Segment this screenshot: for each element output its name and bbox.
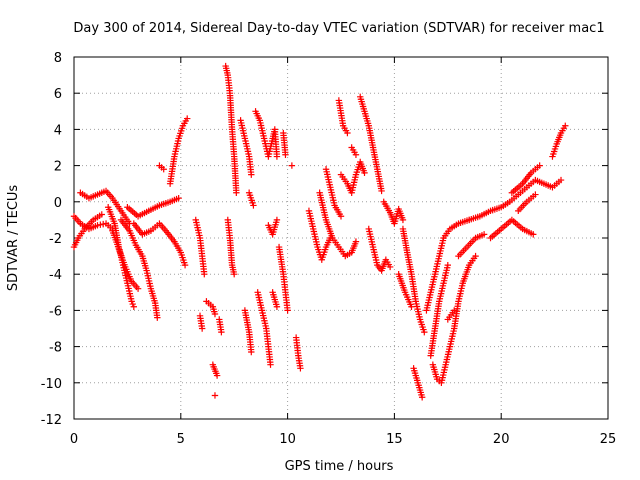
data-point xyxy=(99,220,107,228)
data-point xyxy=(480,231,488,238)
data-point xyxy=(211,392,219,399)
data-point xyxy=(352,151,360,158)
data-point xyxy=(98,211,105,218)
data-point xyxy=(386,263,394,271)
y-tick-labels: -12 -10 -8 -6 -4 -2 0 2 4 6 8 xyxy=(41,51,62,428)
y-tick-label: -4 xyxy=(49,268,62,283)
x-tick-label: 25 xyxy=(600,432,617,447)
data-point xyxy=(532,191,539,198)
data-point xyxy=(233,189,240,196)
y-tick-label: -8 xyxy=(49,341,62,356)
x-tick-label: 20 xyxy=(493,432,510,447)
y-tick-label: -2 xyxy=(49,232,62,247)
y-tick-label: 4 xyxy=(54,123,62,138)
y-tick-label: -6 xyxy=(49,304,62,319)
data-point xyxy=(198,325,206,332)
data-point xyxy=(94,222,101,229)
data-point xyxy=(97,221,104,228)
x-tick-label: 0 xyxy=(70,432,78,447)
data-point xyxy=(344,129,351,137)
data-point xyxy=(557,176,565,184)
data-point xyxy=(248,348,255,356)
y-tick-label: 2 xyxy=(54,160,62,175)
data-point xyxy=(175,194,182,202)
data-point xyxy=(378,187,385,195)
data-point xyxy=(184,115,191,122)
data-point xyxy=(536,162,543,169)
data-point xyxy=(472,252,479,260)
x-tick-label: 10 xyxy=(279,432,296,447)
data-point xyxy=(213,372,221,379)
data-point xyxy=(160,166,167,173)
data-point xyxy=(451,307,458,314)
data-point xyxy=(248,171,255,178)
data-point xyxy=(297,365,304,372)
y-axis-label: SDTVAR / TECUs xyxy=(6,185,21,292)
x-tick-label: 5 xyxy=(177,432,185,447)
data-point xyxy=(418,394,426,401)
x-tick-labels: 0 5 10 15 20 25 xyxy=(70,432,616,447)
x-tick-label: 15 xyxy=(386,432,403,447)
data-point xyxy=(337,213,345,220)
data-point xyxy=(134,285,142,292)
y-tick-label: 6 xyxy=(54,87,62,102)
data-point xyxy=(273,153,281,160)
grid xyxy=(74,57,608,419)
y-tick-label: -10 xyxy=(41,377,62,392)
chart-title: Day 300 of 2014, Sidereal Day-to-day VTE… xyxy=(73,21,604,36)
data-point xyxy=(421,328,428,336)
data-point xyxy=(399,216,407,224)
data-point xyxy=(130,303,138,310)
data-point xyxy=(218,328,225,336)
y-tick-label: -12 xyxy=(41,413,62,428)
data-point xyxy=(250,202,257,209)
y-tick-label: 8 xyxy=(54,51,62,66)
data-point xyxy=(530,231,537,238)
data-point xyxy=(282,151,289,158)
data-point xyxy=(231,271,238,278)
data-point xyxy=(284,307,291,314)
data-point xyxy=(273,216,281,224)
data-point xyxy=(181,261,189,269)
data-point xyxy=(154,314,161,321)
y-tick-label: 0 xyxy=(54,196,62,211)
data-point xyxy=(273,303,281,310)
data-point xyxy=(267,361,274,368)
data-point xyxy=(352,238,360,245)
data-point xyxy=(288,162,296,169)
data-point xyxy=(408,303,415,310)
data-point xyxy=(201,271,208,278)
data-point xyxy=(562,122,569,129)
axis-ticks xyxy=(73,56,609,420)
data-point xyxy=(444,261,451,269)
data-point xyxy=(211,310,219,318)
x-axis-label: GPS time / hours xyxy=(285,459,394,474)
data-point xyxy=(361,169,368,177)
data-marks xyxy=(70,62,569,401)
